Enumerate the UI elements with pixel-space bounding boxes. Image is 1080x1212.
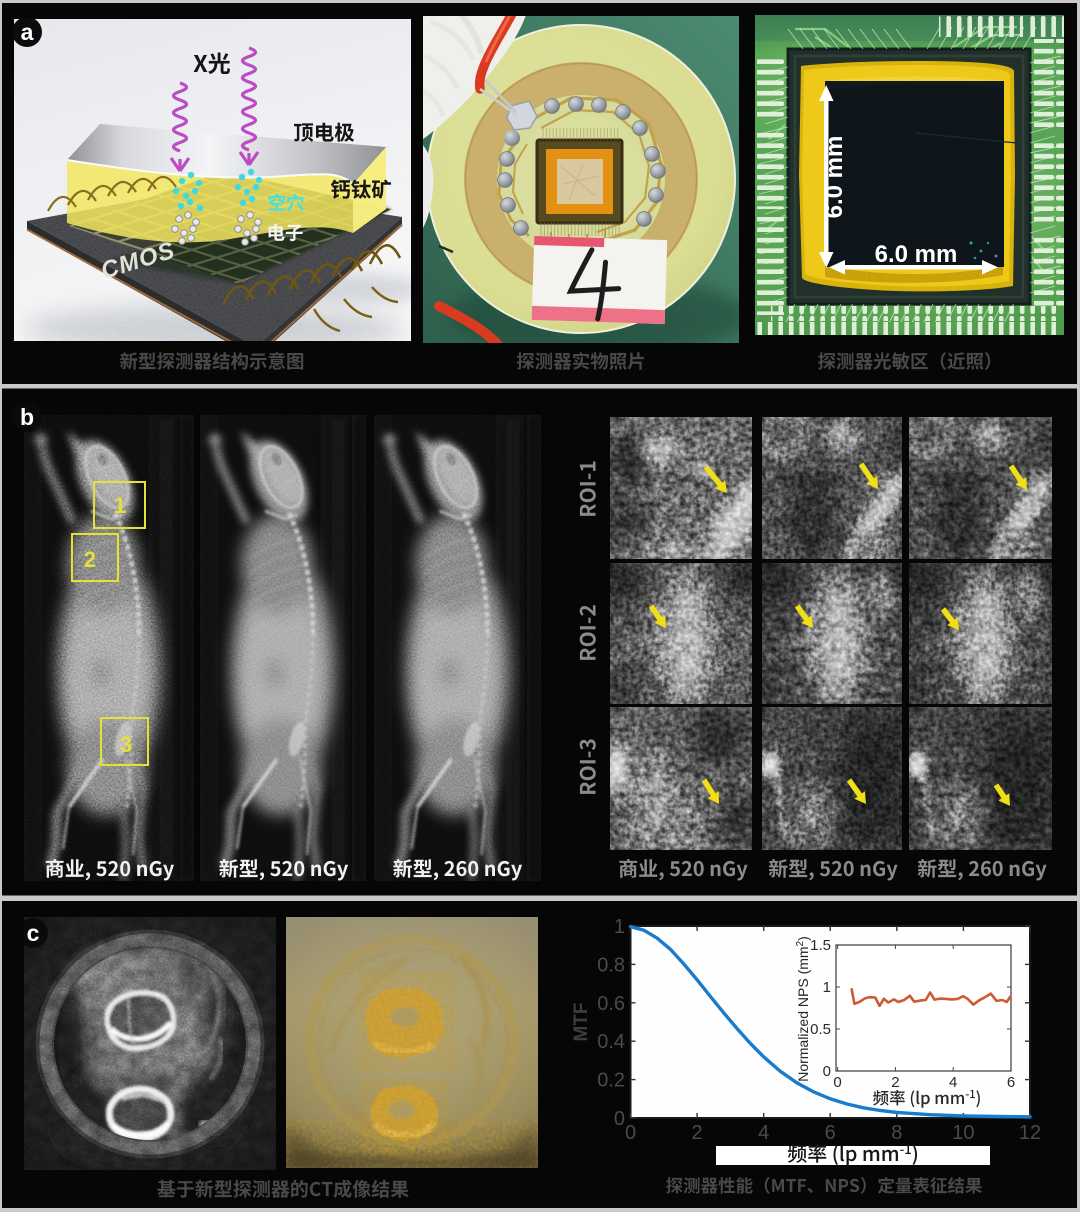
svg-text:MTF: MTF <box>571 1002 592 1041</box>
svg-text:6: 6 <box>825 1122 836 1144</box>
svg-text:0.8: 0.8 <box>597 954 625 976</box>
svg-text:10: 10 <box>952 1122 974 1144</box>
svg-text:c: c <box>27 920 40 946</box>
svg-text:a: a <box>21 19 34 45</box>
svg-text:4: 4 <box>949 1074 957 1091</box>
svg-text:1: 1 <box>614 916 625 938</box>
svg-text:3: 3 <box>120 732 132 757</box>
svg-text:Normalized NPS (mm2): Normalized NPS (mm2) <box>795 936 811 1082</box>
svg-text:6.0 mm: 6.0 mm <box>821 136 848 219</box>
svg-text:6: 6 <box>1007 1074 1015 1091</box>
svg-text:1.5: 1.5 <box>810 937 831 954</box>
svg-text:0.4: 0.4 <box>597 1031 625 1053</box>
svg-text:2: 2 <box>692 1122 703 1144</box>
svg-text:0: 0 <box>823 1063 831 1080</box>
svg-text:0: 0 <box>833 1074 841 1091</box>
svg-text:0.2: 0.2 <box>597 1070 625 1092</box>
svg-text:12: 12 <box>1019 1122 1041 1144</box>
svg-text:b: b <box>20 404 34 430</box>
svg-text:2: 2 <box>84 547 96 572</box>
svg-text:1: 1 <box>823 979 831 996</box>
svg-text:4: 4 <box>758 1122 769 1144</box>
svg-text:0: 0 <box>625 1122 636 1144</box>
svg-text:6.0 mm: 6.0 mm <box>875 241 958 268</box>
svg-text:0: 0 <box>614 1108 625 1130</box>
svg-text:0.6: 0.6 <box>597 993 625 1015</box>
svg-text:1: 1 <box>114 493 126 518</box>
svg-text:8: 8 <box>891 1122 902 1144</box>
svg-text:2: 2 <box>891 1074 899 1091</box>
svg-text:0.5: 0.5 <box>810 1021 831 1038</box>
